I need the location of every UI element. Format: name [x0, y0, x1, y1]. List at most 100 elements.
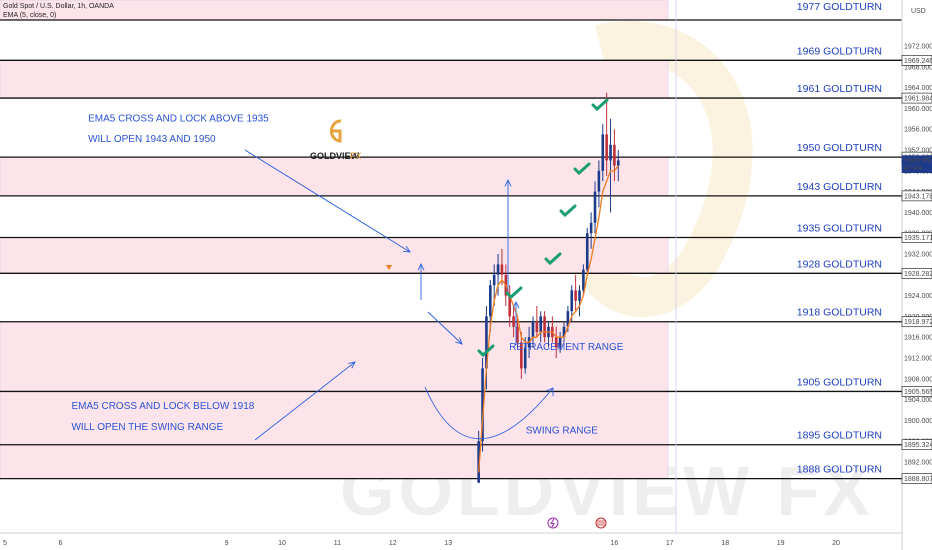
price-badge-5: 1943.178 [904, 193, 932, 200]
peak-marker [386, 265, 392, 270]
candle-body-29 [589, 222, 593, 234]
time-tick-6: 13 [444, 540, 452, 547]
candle-body-10 [516, 326, 519, 343]
annotation-1: WILL OPEN 1943 AND 1950 [88, 134, 216, 145]
zone-3 [0, 237, 669, 274]
candle-body-12 [523, 347, 527, 369]
candle-body-36 [616, 160, 620, 166]
price-badge-0: 1969.246 [904, 58, 932, 65]
arrow-up-2-head [504, 178, 512, 187]
arrow-ema-above [244, 149, 411, 253]
candle-body-1 [481, 368, 484, 442]
price-tick-16: 1908.000 [904, 376, 932, 383]
candle-body-5 [496, 264, 500, 275]
arrow-ema-above-head [402, 245, 411, 253]
time-tick-2: 9 [225, 540, 229, 547]
level-label-10: 1888 GOLDTURN [797, 464, 882, 476]
time-tick-1: 6 [58, 540, 62, 547]
check-icon-2 [559, 204, 577, 218]
price-badge-bg-0 [901, 55, 932, 66]
level-label-3: 1950 GOLDTURN [797, 142, 882, 154]
price-axis[interactable]: USD 1972.000 1968.000 1964.000 1960.000 1956.… [901, 0, 932, 550]
price-tick-20: 1892.000 [904, 460, 932, 467]
zone-1 [0, 60, 669, 99]
price-tick-12: 1924.000 [904, 293, 932, 300]
price-badge-bg-4 [901, 162, 932, 173]
annotation-0: EMA5 CROSS AND LOCK ABOVE 1935 [88, 113, 269, 124]
goldview-logo-icon [330, 119, 342, 143]
annotation-5: SWING RANGE [526, 425, 599, 436]
candle-body-35 [613, 144, 616, 166]
candle-body-22 [562, 326, 566, 338]
annotation-drawings [244, 98, 609, 441]
swing-arc [424, 386, 554, 440]
candle-body-26 [578, 290, 581, 301]
candle-body-0 [477, 441, 480, 483]
price-tick-4: 1956.000 [904, 127, 932, 134]
time-tick-4: 11 [334, 540, 341, 547]
annotation-2: EMA5 CROSS AND LOCK BELOW 1918 [71, 401, 254, 412]
candle-body-16 [539, 316, 543, 332]
brand-suffix: FX [350, 151, 362, 161]
level-label-6: 1928 GOLDTURN [797, 258, 882, 270]
goldview-logo: GOLDVIEW FX [310, 119, 362, 161]
candle-body-32 [601, 134, 605, 171]
price-tick-8: 1940.000 [904, 210, 932, 217]
candle-body-27 [582, 269, 585, 291]
indicator-label[interactable]: EMA (5, close, 0) [3, 12, 57, 19]
chart-header: Gold Spot / U.S. Dollar, 1h, OANDA EMA (… [3, 2, 114, 20]
check-icon-4 [505, 286, 523, 300]
candle-body-14 [531, 321, 535, 338]
price-badge-bg-9 [901, 386, 932, 397]
price-badge-bg-7 [901, 268, 932, 279]
price-tick-17: 1904.000 [904, 397, 932, 404]
price-badge-3: 1949.950 [904, 158, 932, 165]
price-badge-9: 1905.565 [904, 389, 932, 396]
time-tick-11: 20 [832, 540, 840, 547]
candle-body-23 [566, 311, 570, 327]
price-badge-bg-8 [901, 316, 932, 328]
swing-arc-head [545, 387, 554, 396]
level-label-5: 1935 GOLDTURN [797, 223, 882, 235]
lightning-glyph [550, 518, 555, 528]
price-tick-15: 1912.000 [904, 356, 932, 363]
level-layer: 1977 GOLDTURN 1969 GOLDTURN 1961 GOLDTURN 1… [0, 1, 902, 480]
zone-layer [0, 0, 669, 479]
price-badge-bg-1 [901, 92, 932, 104]
currency-label: USD [911, 8, 926, 15]
price-badge-1: 1961.984 [904, 96, 932, 103]
arrow-retrace-head [455, 337, 463, 345]
level-label-1: 1969 GOLDTURN [797, 45, 882, 57]
candle-body-25 [574, 290, 577, 301]
time-tick-8: 17 [666, 540, 674, 547]
check-icon-5 [477, 344, 495, 358]
annotation-4: RETRACEMENT RANGE [509, 342, 624, 353]
price-badge-bg-6 [901, 232, 932, 243]
price-tick-3: 1960.000 [904, 106, 932, 113]
time-tick-10: 19 [777, 540, 785, 547]
candle-body-9 [512, 316, 515, 327]
check-icon-1 [573, 162, 591, 176]
candle-body-4 [492, 274, 496, 286]
candle-body-30 [593, 191, 597, 223]
candle-body-8 [508, 295, 511, 317]
price-tick-5: 1952.000 [904, 148, 932, 155]
price-badge-7: 1928.282 [904, 271, 932, 278]
candle-body-21 [558, 337, 562, 348]
level-label-0: 1977 GOLDTURN [797, 1, 882, 13]
brand-name: GOLDVIEW [310, 151, 360, 161]
price-tick-18: 1900.000 [904, 418, 932, 425]
candle-body-31 [597, 170, 601, 192]
symbol-title[interactable]: Gold Spot / U.S. Dollar, 1h, OANDA [3, 3, 114, 10]
time-tick-5: 12 [389, 540, 397, 547]
price-badge-bg-11 [901, 473, 932, 484]
annotation-3: WILL OPEN THE SWING RANGE [71, 422, 223, 433]
time-tick-7: 16 [611, 540, 619, 547]
level-label-9: 1895 GOLDTURN [797, 430, 882, 442]
time-tick-9: 18 [721, 540, 729, 547]
candle-body-2 [485, 316, 488, 369]
price-badge-bg-10 [901, 439, 932, 451]
